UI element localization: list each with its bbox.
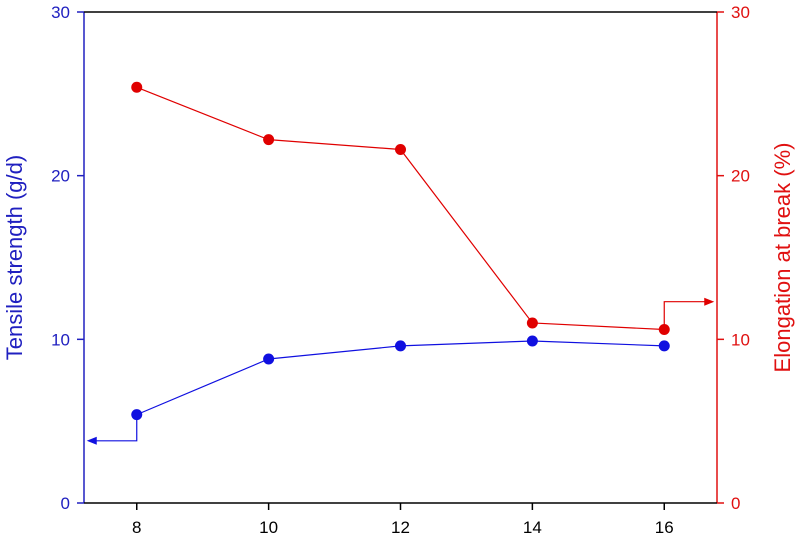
right-y-tick-label: 30 bbox=[731, 3, 750, 22]
series-left-point bbox=[395, 340, 406, 352]
ticks-layer: 8 10 12 14 16 0 10 20 30 0 10 20 30 bbox=[51, 3, 750, 537]
axis-indicator-arrow bbox=[704, 297, 715, 306]
left-y-tick-label: 30 bbox=[51, 3, 70, 22]
right-y-tick-label: 10 bbox=[731, 330, 750, 349]
series-right-point bbox=[395, 143, 406, 155]
left-axis-title: Tensile strength (g/d) bbox=[2, 155, 27, 360]
axes-layer bbox=[83, 11, 718, 504]
x-tick-label: 14 bbox=[523, 518, 542, 537]
series-right-point bbox=[131, 81, 143, 93]
series-left-point bbox=[658, 340, 670, 352]
axis-indicator-line bbox=[663, 301, 709, 330]
x-tick-label: 16 bbox=[655, 518, 674, 537]
series-right-point bbox=[263, 134, 275, 146]
left-y-tick-label: 0 bbox=[61, 494, 70, 513]
left-y-tick-label: 20 bbox=[51, 167, 70, 186]
x-tick-label: 12 bbox=[391, 518, 410, 537]
axis-indicator-arrow bbox=[86, 436, 97, 445]
series-right-point bbox=[526, 317, 538, 329]
series-left-point bbox=[526, 335, 538, 347]
left-y-tick-label: 10 bbox=[51, 330, 70, 349]
right-y-tick-label: 0 bbox=[731, 494, 740, 513]
series-right-line bbox=[136, 86, 665, 331]
right-y-tick-label: 20 bbox=[731, 167, 750, 186]
axis-indicator-line bbox=[92, 414, 138, 442]
series-left-line bbox=[136, 340, 665, 416]
x-tick-label: 10 bbox=[259, 518, 278, 537]
series-left-point bbox=[263, 353, 275, 365]
titles-layer: Tensile strength (g/d) Elongation at bre… bbox=[2, 143, 795, 373]
right-axis-title: Elongation at break (%) bbox=[770, 143, 795, 373]
x-tick-label: 8 bbox=[132, 518, 141, 537]
series-layer bbox=[86, 81, 715, 445]
